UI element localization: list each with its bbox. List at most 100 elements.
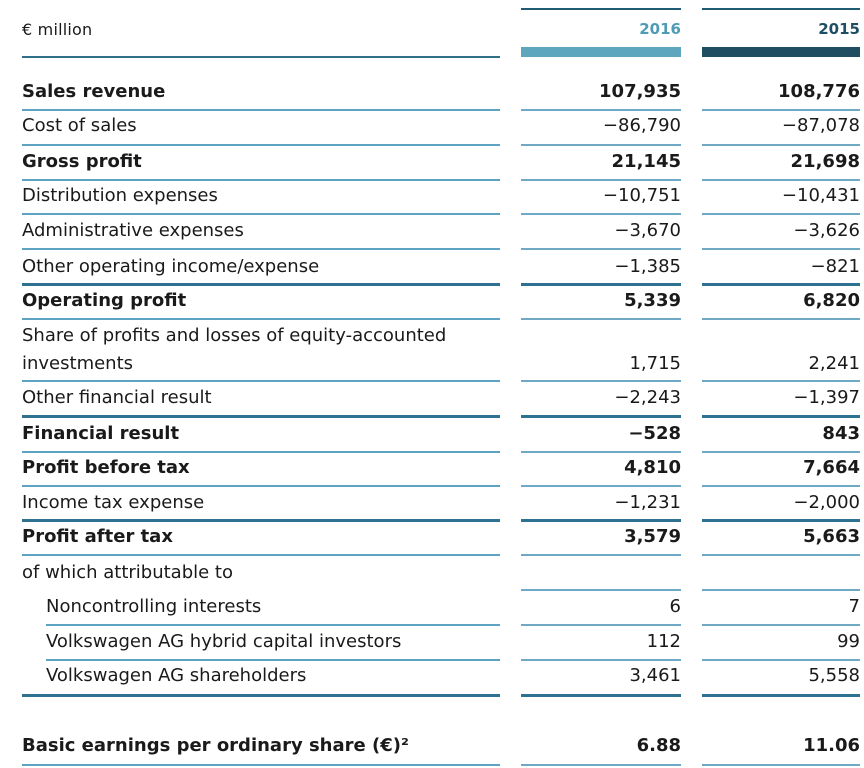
table-row: Financial result −528 843 bbox=[0, 420, 864, 450]
row-label: Distribution expenses bbox=[22, 185, 218, 206]
value-2016: 107,935 bbox=[599, 81, 681, 102]
row-rule bbox=[22, 248, 500, 250]
value-2016: 4,810 bbox=[624, 457, 681, 478]
value-2015: −1,397 bbox=[793, 387, 860, 408]
value-2016: −2,243 bbox=[614, 387, 681, 408]
table-row: Noncontrolling interests 6 7 bbox=[0, 593, 864, 623]
row-rule bbox=[22, 144, 500, 146]
value-2016: −3,670 bbox=[614, 220, 681, 241]
row-rule bbox=[521, 519, 681, 522]
header-rule bbox=[22, 56, 500, 58]
value-2015: 5,663 bbox=[803, 526, 860, 547]
row-rule bbox=[702, 179, 860, 181]
row-label: Share of profits and losses of equity-ac… bbox=[22, 325, 447, 346]
row-label: Gross profit bbox=[22, 151, 142, 172]
row-rule bbox=[46, 624, 500, 626]
row-rule bbox=[22, 318, 500, 320]
value-2015: −2,000 bbox=[793, 492, 860, 513]
row-label: Basic earnings per ordinary share (€)² bbox=[22, 735, 409, 756]
row-rule bbox=[702, 213, 860, 215]
value-2016: 3,579 bbox=[624, 526, 681, 547]
row-rule bbox=[22, 519, 500, 522]
value-2015: 99 bbox=[837, 631, 860, 652]
row-rule bbox=[521, 318, 681, 320]
year-2015-bar bbox=[702, 47, 860, 57]
value-2015: −821 bbox=[810, 256, 860, 277]
row-rule bbox=[521, 554, 681, 556]
table-row: Basic earnings per ordinary share (€)² 6… bbox=[0, 732, 864, 762]
row-rule bbox=[702, 248, 860, 250]
row-rule bbox=[702, 519, 860, 522]
year-2016-header: 2016 bbox=[639, 20, 681, 38]
row-rule bbox=[22, 451, 500, 453]
row-label: Sales revenue bbox=[22, 81, 166, 102]
table-row: Sales revenue 107,935 108,776 bbox=[0, 78, 864, 108]
value-2016: 112 bbox=[646, 631, 681, 652]
value-2016: 1,715 bbox=[629, 353, 681, 374]
year-2015-header: 2015 bbox=[818, 20, 860, 38]
row-label: Profit before tax bbox=[22, 457, 190, 478]
row-rule bbox=[702, 380, 860, 382]
row-rule bbox=[702, 318, 860, 320]
row-label: Cost of sales bbox=[22, 115, 137, 136]
row-label: Financial result bbox=[22, 423, 180, 444]
row-rule bbox=[521, 415, 681, 418]
row-rule bbox=[702, 451, 860, 453]
table-row: Share of profits and losses of equity-ac… bbox=[0, 322, 864, 380]
value-2016: 6 bbox=[669, 596, 681, 617]
value-2015: 2,241 bbox=[808, 353, 860, 374]
table-row: Gross profit 21,145 21,698 bbox=[0, 148, 864, 178]
value-2016: 5,339 bbox=[624, 290, 681, 311]
value-2015: 5,558 bbox=[808, 665, 860, 686]
table-row: Operating profit 5,339 6,820 bbox=[0, 287, 864, 317]
row-rule bbox=[521, 659, 681, 661]
row-rule bbox=[702, 144, 860, 146]
row-rule bbox=[22, 554, 500, 556]
value-2016: 21,145 bbox=[611, 151, 681, 172]
row-rule bbox=[521, 589, 681, 591]
row-rule bbox=[521, 248, 681, 250]
row-rule bbox=[521, 283, 681, 286]
row-label: Other operating income/expense bbox=[22, 256, 320, 277]
table-row: Distribution expenses −10,751 −10,431 bbox=[0, 182, 864, 212]
row-rule bbox=[22, 485, 500, 487]
row-rule bbox=[702, 283, 860, 286]
col-2015-top-rule bbox=[702, 8, 860, 10]
row-rule bbox=[22, 213, 500, 215]
row-rule bbox=[22, 109, 500, 111]
table-row: Administrative expenses −3,670 −3,626 bbox=[0, 217, 864, 247]
table-row: of which attributable to bbox=[0, 559, 864, 589]
value-2016: −1,231 bbox=[614, 492, 681, 513]
row-rule bbox=[521, 764, 681, 766]
col-2016-top-rule bbox=[521, 8, 681, 10]
value-2016: −528 bbox=[628, 423, 681, 444]
row-rule bbox=[702, 624, 860, 626]
row-rule bbox=[521, 179, 681, 181]
table-row: Other financial result −2,243 −1,397 bbox=[0, 384, 864, 414]
row-rule bbox=[521, 380, 681, 382]
row-label: Volkswagen AG hybrid capital investors bbox=[46, 631, 402, 652]
row-rule bbox=[521, 624, 681, 626]
row-rule bbox=[521, 144, 681, 146]
unit-label: € million bbox=[22, 20, 93, 39]
row-label: Volkswagen AG shareholders bbox=[46, 665, 307, 686]
row-rule bbox=[22, 380, 500, 382]
row-rule bbox=[22, 694, 500, 697]
value-2015: 6,820 bbox=[803, 290, 860, 311]
row-rule bbox=[702, 764, 860, 766]
value-2015: 11.06 bbox=[803, 735, 860, 756]
value-2015: 843 bbox=[822, 423, 860, 444]
row-rule bbox=[46, 659, 500, 661]
value-2016: 6.88 bbox=[636, 735, 681, 756]
row-rule bbox=[702, 415, 860, 418]
row-label: Income tax expense bbox=[22, 492, 205, 513]
row-rule bbox=[702, 589, 860, 591]
row-rule bbox=[521, 451, 681, 453]
value-2016: −1,385 bbox=[614, 256, 681, 277]
table-row: Other operating income/expense −1,385 −8… bbox=[0, 253, 864, 283]
table-row: Volkswagen AG shareholders 3,461 5,558 bbox=[0, 662, 864, 692]
row-rule bbox=[22, 283, 500, 286]
row-rule bbox=[702, 694, 860, 697]
row-rule bbox=[22, 179, 500, 181]
